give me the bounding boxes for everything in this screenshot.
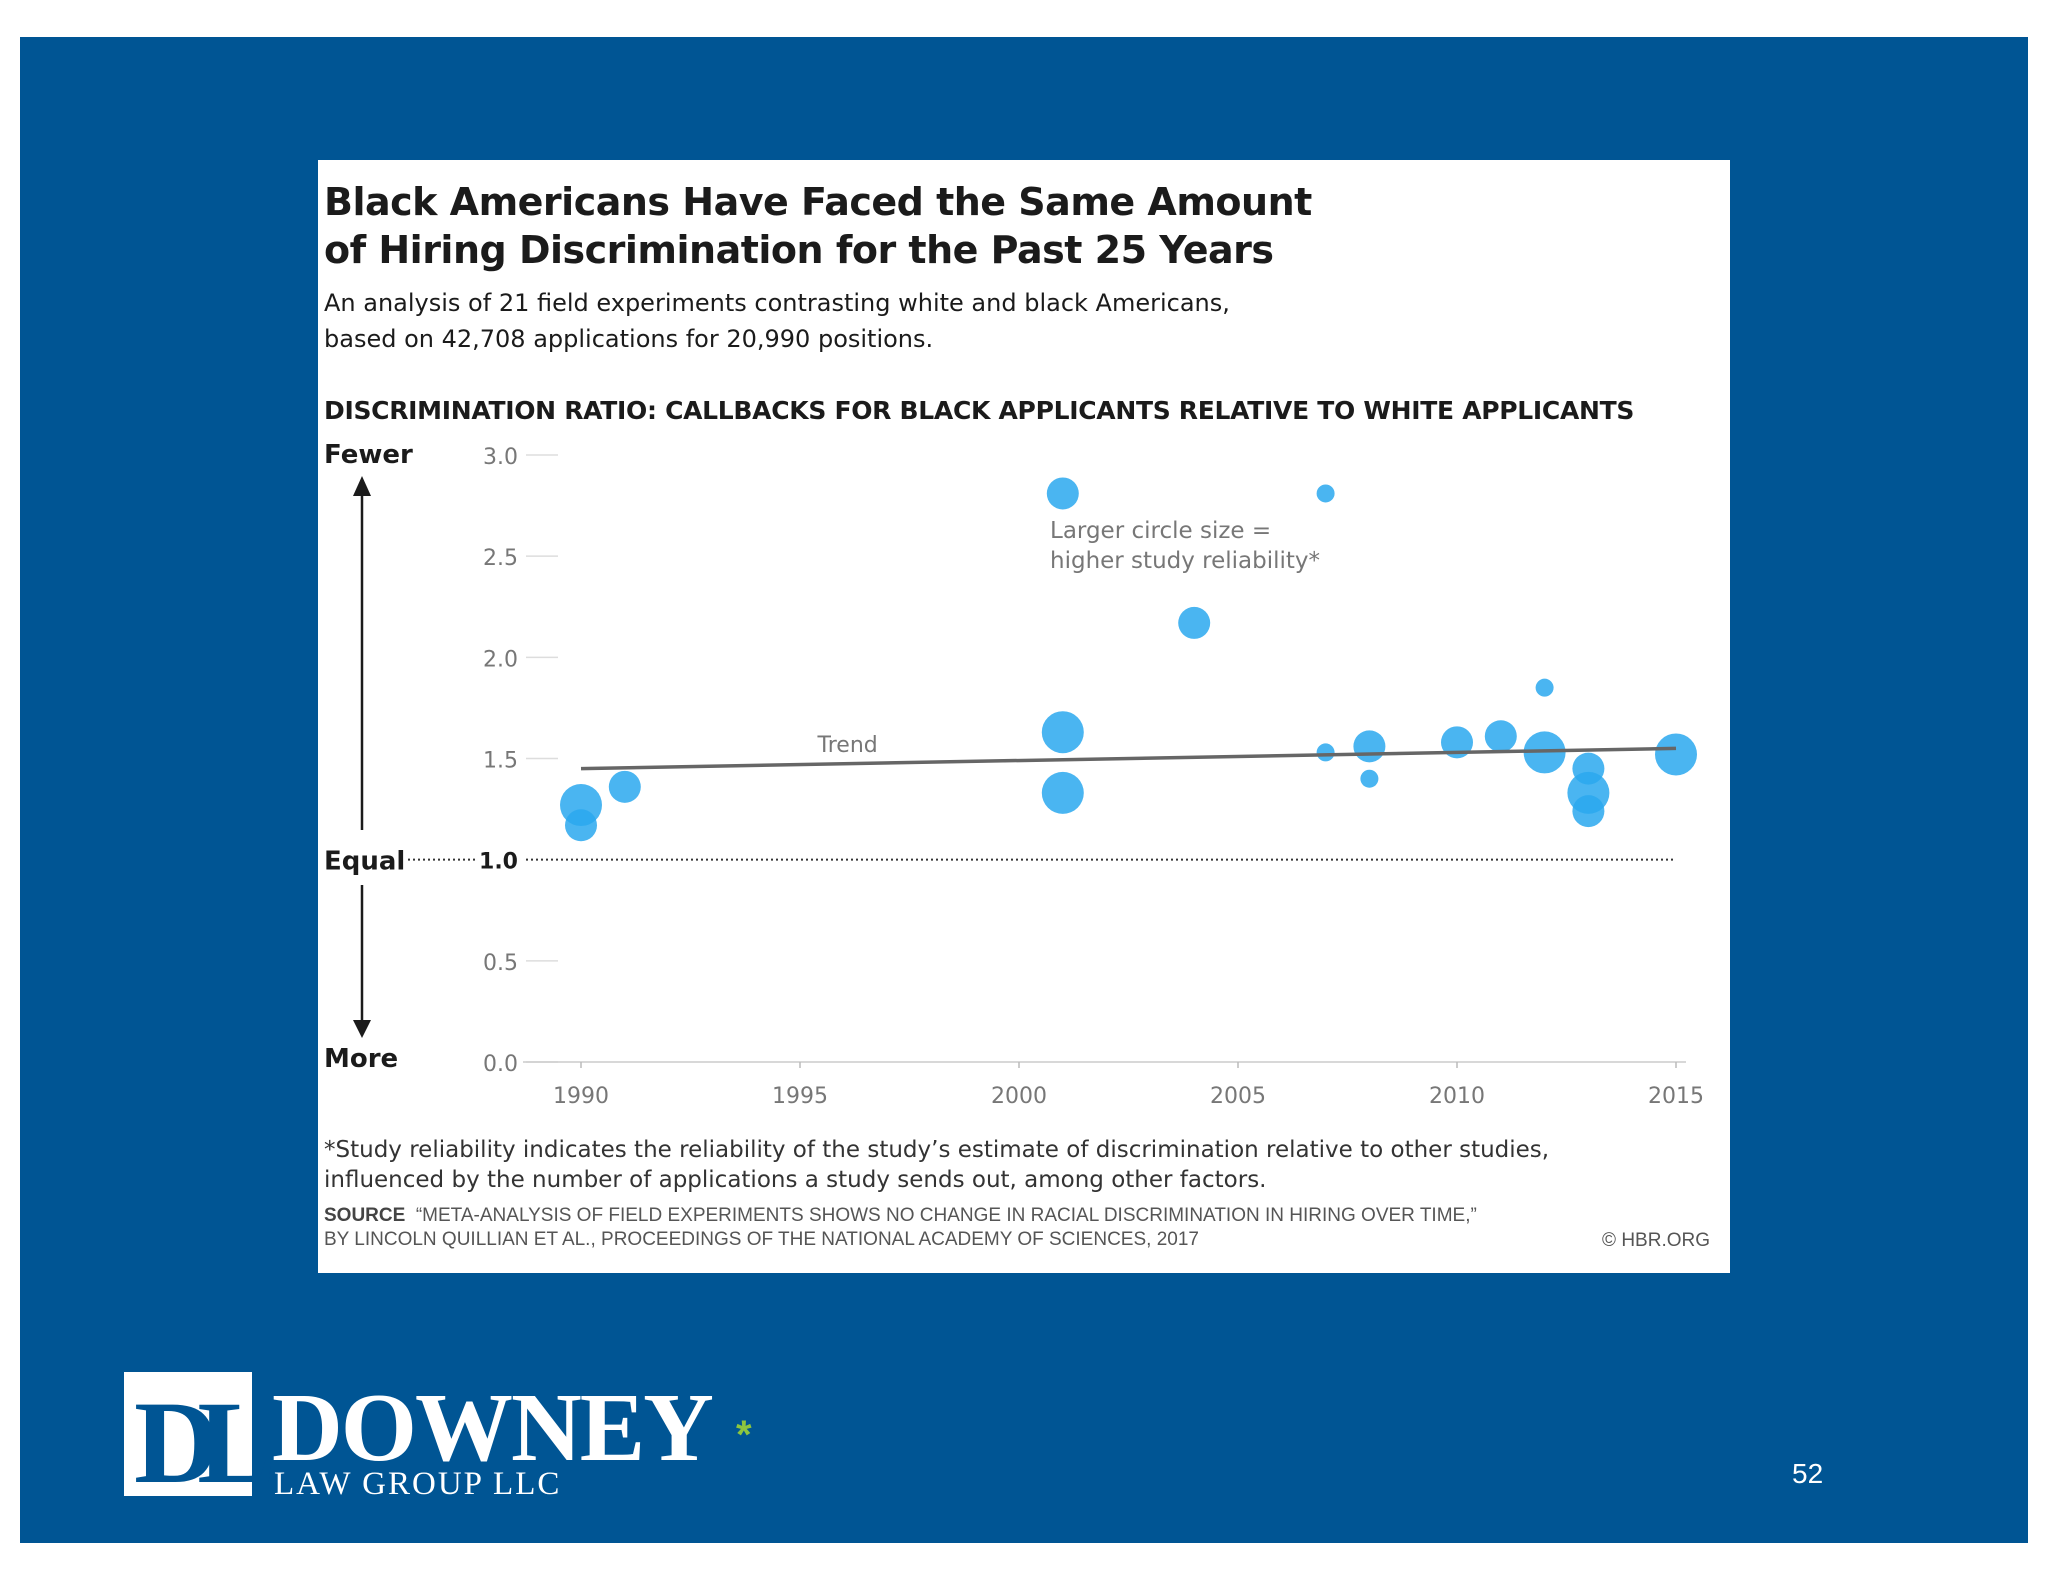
data-point xyxy=(565,809,597,842)
y-tick-label: 0.0 xyxy=(483,1052,518,1077)
x-tick-label: 1995 xyxy=(772,1084,828,1109)
data-point xyxy=(608,770,641,803)
more-arrow-head xyxy=(353,1020,371,1038)
data-point xyxy=(1484,720,1517,753)
source-line-2: BY LINCOLN QUILLIAN ET AL., PROCEEDINGS … xyxy=(324,1229,1199,1250)
footnote-line-1: *Study reliability indicates the reliabi… xyxy=(324,1137,1550,1163)
source-label: SOURCE xyxy=(324,1205,406,1226)
footnote: *Study reliability indicates the reliabi… xyxy=(324,1135,1704,1195)
data-point xyxy=(1353,730,1386,763)
source-citation: SOURCE “META-ANALYSIS OF FIELD EXPERIMEN… xyxy=(324,1204,1704,1252)
trend-label: Trend xyxy=(817,733,878,758)
data-point xyxy=(1535,678,1554,697)
chart-card: Black Americans Have Faced the Same Amou… xyxy=(318,160,1730,1273)
page-number: 52 xyxy=(1792,1458,1824,1489)
y-tick-label: 3.0 xyxy=(483,445,518,470)
subtitle-line-2: based on 42,708 applications for 20,990 … xyxy=(324,325,934,353)
fewer-label: Fewer xyxy=(324,440,413,470)
data-point xyxy=(1046,477,1079,510)
data-point xyxy=(1441,726,1473,759)
footnote-line-2: influenced by the number of applications… xyxy=(324,1167,1267,1193)
data-point xyxy=(1316,484,1335,503)
x-tick-label: 2005 xyxy=(1210,1084,1266,1109)
logo-tagline: LAW GROUP LLC xyxy=(274,1466,561,1500)
y-tick-label: 2.5 xyxy=(483,546,518,571)
y-tick-label: 1.0 xyxy=(479,850,518,875)
data-point xyxy=(1041,771,1084,814)
credit: © HBR.ORG xyxy=(1602,1230,1710,1251)
data-point xyxy=(1178,606,1211,639)
data-point xyxy=(1655,733,1697,776)
logo-monogram: DL xyxy=(134,1377,271,1500)
annotation-line-1: Larger circle size = xyxy=(1050,518,1271,544)
scatter-chart: 0.0 0.5 1.0 1.5 2.0 2.5 3.0 1990 1995 2000 2005 201… xyxy=(324,440,1704,1109)
logo-name: DOWNEY xyxy=(272,1374,712,1482)
data-point xyxy=(1041,711,1084,754)
x-tick-label: 2000 xyxy=(991,1084,1047,1109)
equal-label: Equal xyxy=(324,847,405,877)
fewer-arrow-head xyxy=(353,476,371,496)
figure-subtitle: An analysis of 21 field experiments cont… xyxy=(324,285,1324,357)
logo-asterisk: * xyxy=(736,1413,752,1457)
y-tick-label: 1.5 xyxy=(483,749,518,774)
x-tick-label: 2010 xyxy=(1429,1084,1485,1109)
annotation-line-2: higher study reliability* xyxy=(1050,548,1320,574)
x-tick-label: 1990 xyxy=(553,1084,609,1109)
logo-monogram-box xyxy=(124,1372,252,1496)
y-tick-label: 2.0 xyxy=(483,647,518,672)
more-label: More xyxy=(324,1044,398,1074)
chart-title: DISCRIMINATION RATIO: CALLBACKS FOR BLAC… xyxy=(324,396,1635,425)
trend-line xyxy=(580,746,1677,771)
figure-title: Black Americans Have Faced the Same Amou… xyxy=(324,180,1312,272)
downey-logo: DL DOWNEY LAW GROUP LLC * xyxy=(124,1372,752,1500)
data-point xyxy=(1360,769,1379,788)
y-tick-label: 0.5 xyxy=(483,951,518,976)
x-tick-label: 2015 xyxy=(1648,1084,1704,1109)
source-line-1: “META-ANALYSIS OF FIELD EXPERIMENTS SHOW… xyxy=(415,1205,1477,1226)
data-point xyxy=(1572,795,1605,828)
data-point xyxy=(1316,743,1335,762)
subtitle-line-1: An analysis of 21 field experiments cont… xyxy=(324,289,1230,317)
